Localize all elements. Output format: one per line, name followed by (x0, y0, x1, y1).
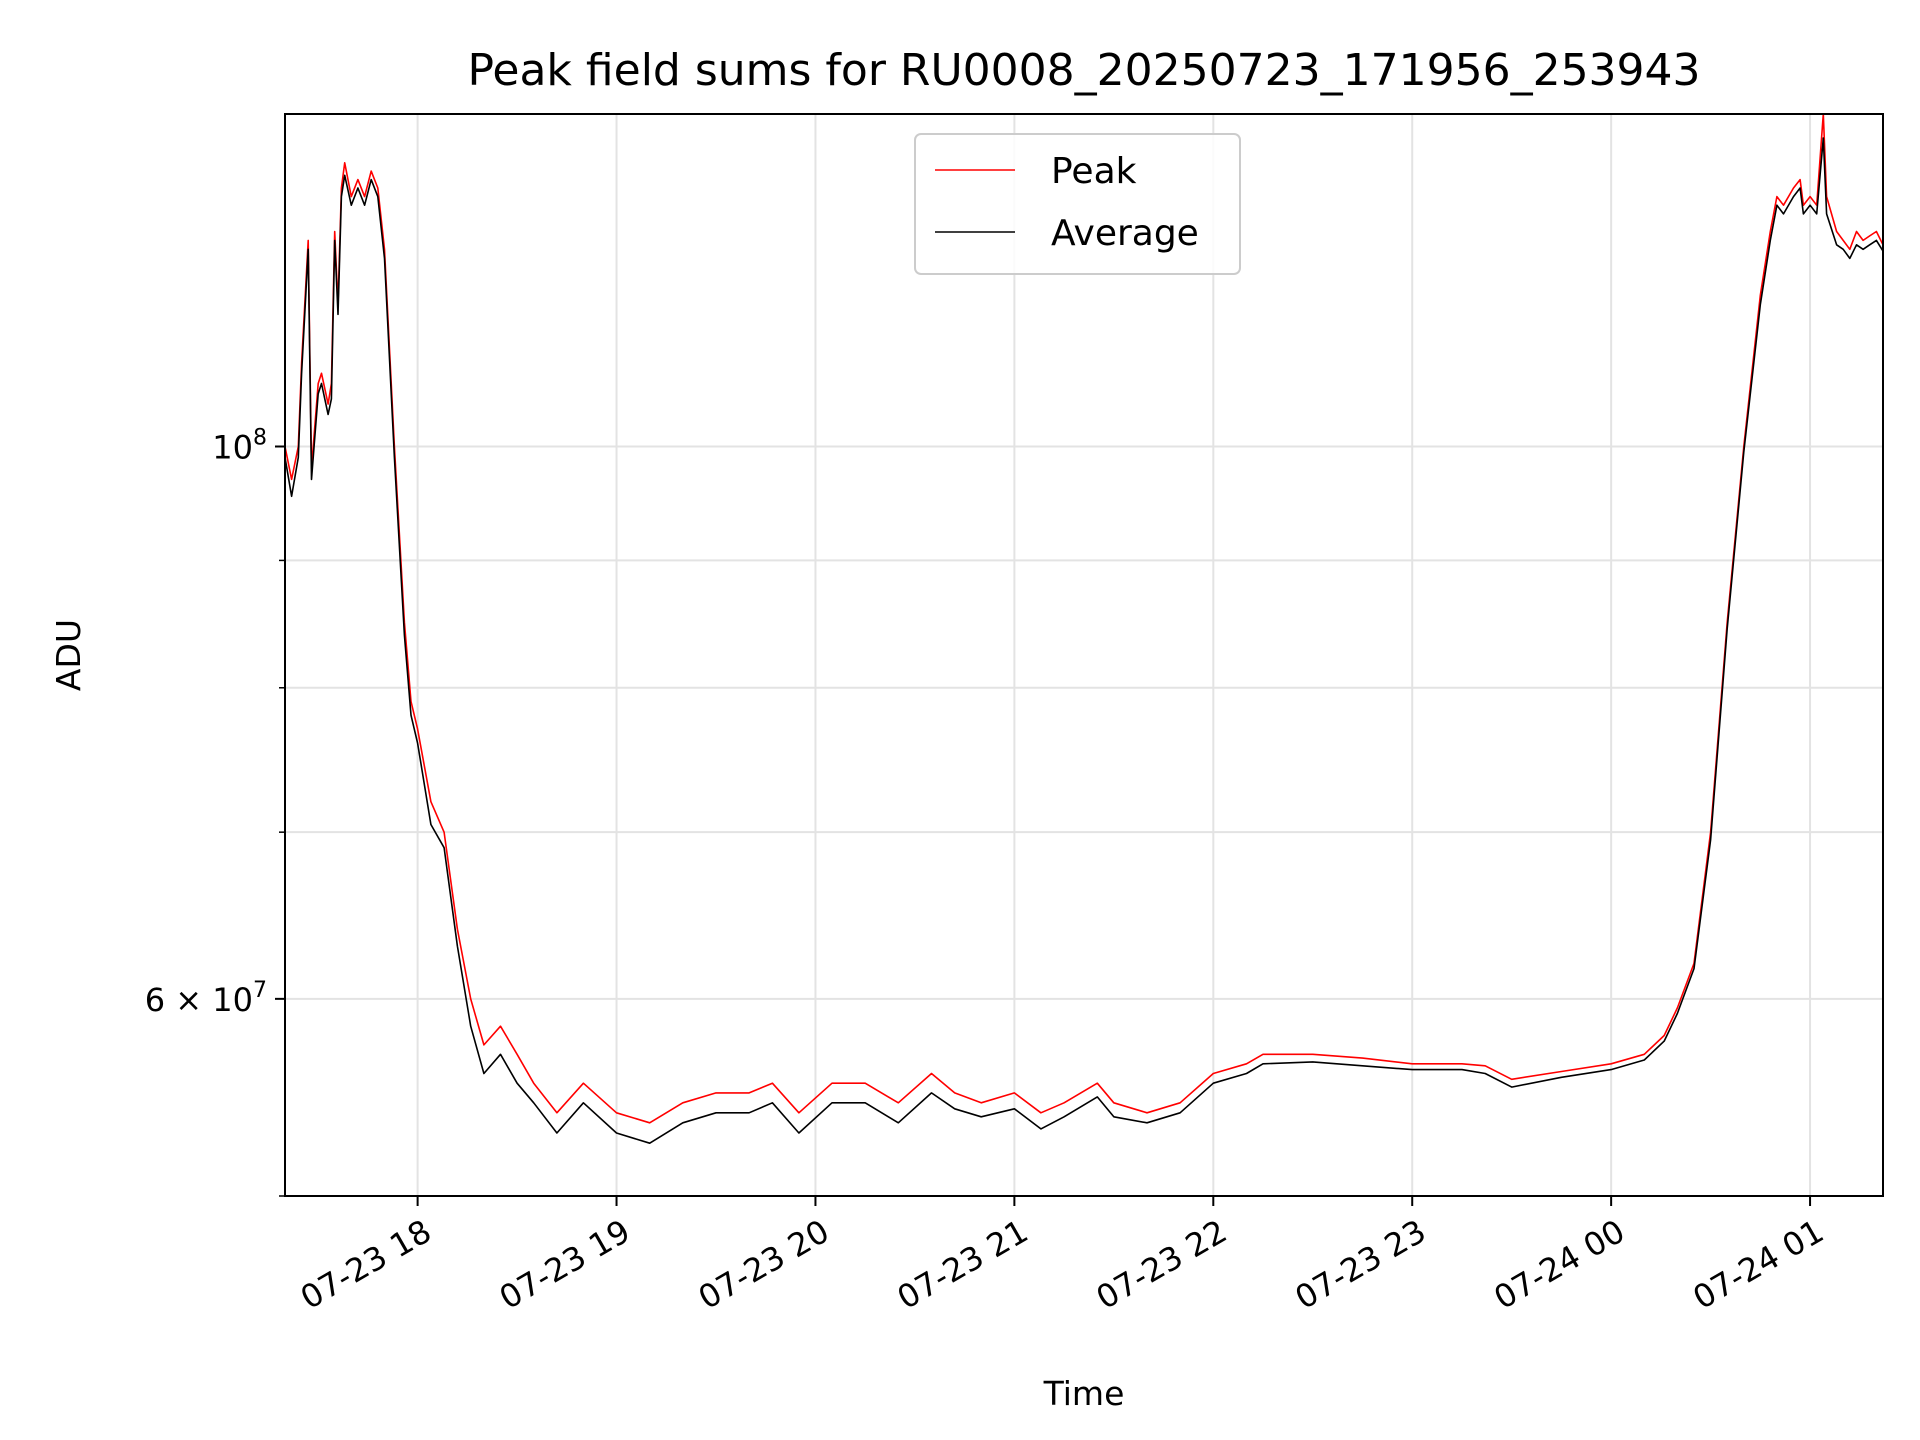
series-group (284, 113, 1884, 1144)
legend: Peak Average (914, 133, 1241, 275)
legend-label-average: Average (1051, 213, 1199, 254)
y-tick-label-exponent: 7 (253, 978, 267, 1003)
series-line-peak (284, 113, 1884, 1124)
y-tick-label-base: 6 × 10 (145, 981, 253, 1019)
chart-title: Peak field sums for RU0008_20250723_1719… (467, 45, 1700, 96)
series-line-average (284, 137, 1884, 1144)
x-axis-label: Time (1043, 1374, 1125, 1413)
y-tick-label: 6 × 107 (145, 978, 267, 1019)
y-tick-label: 108 (212, 425, 267, 466)
y-tick-label-exponent: 8 (253, 425, 267, 450)
y-axis-label: ADU (49, 619, 88, 691)
y-tick-label-base: 10 (212, 428, 253, 466)
legend-label-peak: Peak (1051, 151, 1137, 192)
legend-box (914, 133, 1241, 275)
plot-frame (284, 113, 1884, 1197)
